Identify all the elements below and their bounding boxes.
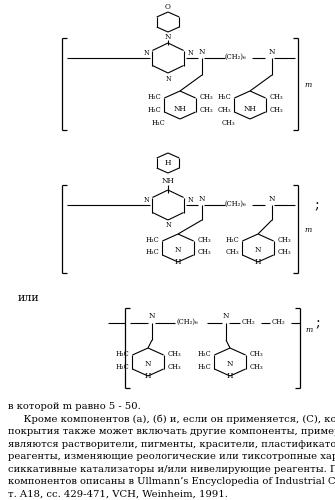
Text: H₃C: H₃C: [198, 350, 212, 358]
Text: CH₃: CH₃: [278, 236, 292, 244]
Text: m: m: [306, 326, 313, 334]
Text: CH₃: CH₃: [222, 119, 236, 127]
Text: N: N: [143, 49, 149, 57]
Text: N: N: [165, 221, 171, 229]
Text: CH₃: CH₃: [168, 350, 182, 358]
Text: CH₃: CH₃: [200, 93, 214, 101]
Text: H: H: [255, 258, 261, 266]
Text: N: N: [269, 48, 275, 56]
Text: CH₃: CH₃: [250, 350, 264, 358]
Text: NH: NH: [244, 105, 256, 113]
Text: H: H: [175, 258, 181, 266]
Text: N: N: [269, 195, 275, 203]
Text: т. A18, сс. 429-471, VCH, Weinheim, 1991.: т. A18, сс. 429-471, VCH, Weinheim, 1991…: [8, 490, 228, 498]
Text: N: N: [145, 360, 151, 368]
Text: H: H: [145, 372, 151, 380]
Text: ;: ;: [315, 198, 319, 212]
Text: N: N: [143, 196, 149, 204]
Text: CH₃: CH₃: [168, 363, 182, 371]
Text: CH₃: CH₃: [200, 106, 214, 114]
Text: сиккативные катализаторы и/или нивелирующие реагенты. Примеры возможных: сиккативные катализаторы и/или нивелирую…: [8, 464, 335, 473]
Text: H₃C: H₃C: [146, 236, 160, 244]
Text: (CH₂)₆: (CH₂)₆: [176, 318, 198, 326]
Text: H₃C: H₃C: [198, 363, 212, 371]
Text: H₃C: H₃C: [116, 363, 130, 371]
Text: или: или: [18, 293, 40, 303]
Text: NH: NH: [174, 105, 187, 113]
Text: компонентов описаны в Ullmann’s Encyclopedia of Industrial Chemistry, 5-ое изд.,: компонентов описаны в Ullmann’s Encyclop…: [8, 477, 335, 486]
Text: CH₃: CH₃: [218, 106, 232, 114]
Text: (CH₂)₆: (CH₂)₆: [224, 200, 246, 208]
Text: H₃C: H₃C: [148, 106, 162, 114]
Text: N: N: [223, 312, 229, 320]
Text: CH₃: CH₃: [270, 93, 284, 101]
Text: N: N: [255, 246, 261, 254]
Text: N: N: [187, 49, 193, 57]
Text: N: N: [165, 33, 171, 41]
Text: m: m: [305, 81, 312, 89]
Text: H₃C: H₃C: [152, 119, 166, 127]
Text: H: H: [227, 372, 233, 380]
Text: O: O: [165, 3, 171, 11]
Text: NH: NH: [161, 177, 175, 185]
Text: в которой m равно 5 - 50.: в которой m равно 5 - 50.: [8, 402, 141, 411]
Text: CH₂: CH₂: [242, 318, 256, 326]
Text: H₃C: H₃C: [148, 93, 162, 101]
Text: N: N: [187, 196, 193, 204]
Text: покрытия также может включать другие компоненты, примерами которых: покрытия также может включать другие ком…: [8, 427, 335, 436]
Text: N: N: [199, 195, 205, 203]
Text: CH₃: CH₃: [270, 106, 284, 114]
Text: Кроме компонентов (а), (б) и, если он применяется, (C), композиция: Кроме компонентов (а), (б) и, если он пр…: [8, 414, 335, 424]
Text: CH₃: CH₃: [278, 248, 292, 256]
Text: H₃C: H₃C: [116, 350, 130, 358]
Text: H₃C: H₃C: [146, 248, 160, 256]
Text: (CH₂)₆: (CH₂)₆: [224, 53, 246, 61]
Text: CH₃: CH₃: [198, 248, 212, 256]
Text: N: N: [149, 312, 155, 320]
Text: N: N: [199, 48, 205, 56]
Text: N: N: [165, 75, 171, 83]
Text: H₃C: H₃C: [218, 93, 232, 101]
Text: N: N: [227, 360, 233, 368]
Text: CH₃: CH₃: [198, 236, 212, 244]
Text: N: N: [175, 246, 181, 254]
Text: CH₂: CH₂: [272, 318, 286, 326]
Text: H₃C: H₃C: [226, 236, 240, 244]
Text: реагенты, изменяющие реологические или тиксотропные характеристики,: реагенты, изменяющие реологические или т…: [8, 452, 335, 461]
Text: ;: ;: [316, 316, 320, 330]
Text: являются растворители, пигменты, красители, пластификаторы, стабилизаторы,: являются растворители, пигменты, красите…: [8, 440, 335, 449]
Text: CH₃: CH₃: [250, 363, 264, 371]
Text: CH₃: CH₃: [226, 248, 240, 256]
Text: m: m: [305, 226, 312, 234]
Text: H: H: [165, 159, 171, 167]
